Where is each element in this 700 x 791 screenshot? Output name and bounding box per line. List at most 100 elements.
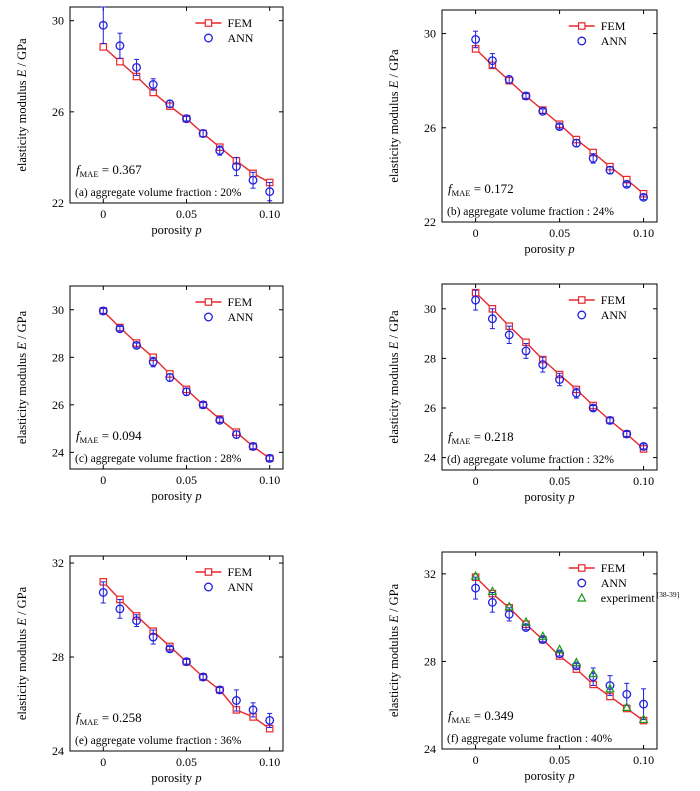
y-tick-label: 26 bbox=[424, 401, 436, 415]
chart-panel: 0 0.05 0.10 22 26 30 porosity p elasticity modu… bbox=[15, 6, 284, 237]
mae-metric: fMAE = 0.094 bbox=[76, 428, 142, 445]
legend-label: FEM bbox=[601, 293, 626, 307]
ann-point bbox=[215, 685, 225, 695]
ann-point bbox=[182, 114, 191, 124]
ann-point bbox=[231, 162, 241, 171]
legend-label: ANN bbox=[601, 308, 627, 322]
ann-point bbox=[639, 441, 649, 451]
legend-marker bbox=[203, 312, 213, 322]
x-tick-label: 0 bbox=[473, 474, 479, 488]
experiment-point bbox=[554, 644, 565, 654]
y-tick-label: 26 bbox=[52, 105, 64, 119]
panel-label: (b) aggregate volume fraction : 24% bbox=[447, 206, 614, 218]
y-axis-label: elasticity modulus E / GPa bbox=[15, 586, 29, 720]
legend-marker bbox=[577, 36, 587, 46]
y-tick-label: 24 bbox=[424, 742, 436, 756]
legend-marker bbox=[204, 298, 213, 306]
fem-point bbox=[116, 57, 124, 66]
ann-point bbox=[148, 80, 158, 89]
y-tick-label: 22 bbox=[52, 196, 64, 210]
legend-label: ANN bbox=[227, 31, 253, 45]
legend-label: FEM bbox=[227, 565, 252, 579]
ann-point bbox=[115, 41, 125, 51]
y-tick-label: 24 bbox=[52, 744, 64, 758]
ann-point bbox=[248, 441, 258, 451]
legend-label: ANN bbox=[227, 310, 253, 324]
ann-point bbox=[622, 429, 632, 439]
x-axis-label: porosity p bbox=[524, 490, 574, 504]
y-tick-label: 24 bbox=[424, 451, 436, 465]
ann-point bbox=[605, 415, 615, 425]
panel-label: (e) aggregate volume fraction : 36% bbox=[75, 735, 242, 747]
y-tick-label: 28 bbox=[424, 654, 436, 668]
ann-point bbox=[622, 179, 632, 189]
y-tick-label: 30 bbox=[52, 14, 64, 28]
x-tick-label: 0 bbox=[100, 473, 106, 487]
ann-point bbox=[521, 346, 531, 356]
y-axis-label: elasticity modulus E / GPa bbox=[15, 38, 29, 172]
ann-point bbox=[571, 138, 581, 148]
ann-point bbox=[521, 91, 531, 101]
ann-point bbox=[115, 324, 125, 334]
legend-marker bbox=[204, 568, 213, 576]
ann-point bbox=[182, 387, 191, 397]
ann-point bbox=[98, 20, 108, 30]
ann-point bbox=[504, 75, 514, 84]
plot-frame bbox=[69, 555, 284, 752]
ann-point bbox=[98, 306, 108, 316]
ann-point bbox=[132, 616, 142, 626]
legend-label: experiment [38-39] bbox=[601, 590, 679, 605]
chart-panel: 0 0.05 0.10 24 28 32 porosity p elasticity modu… bbox=[387, 551, 679, 783]
mae-metric: fMAE = 0.367 bbox=[76, 162, 142, 179]
mae-metric: fMAE = 0.172 bbox=[448, 181, 514, 198]
experiment-point bbox=[571, 657, 582, 667]
ann-point bbox=[231, 696, 241, 705]
ann-point bbox=[165, 99, 175, 109]
ann-point bbox=[98, 587, 108, 597]
y-axis-label: elasticity modulus E / GPa bbox=[387, 49, 401, 183]
legend-label: FEM bbox=[227, 295, 252, 309]
experiment-point bbox=[588, 668, 598, 678]
y-tick-label: 28 bbox=[424, 351, 436, 365]
y-tick-label: 28 bbox=[52, 650, 64, 664]
ann-point bbox=[215, 415, 225, 425]
experiment-point bbox=[470, 570, 481, 580]
y-tick-label: 32 bbox=[52, 556, 64, 570]
legend-label: ANN bbox=[601, 34, 627, 48]
x-tick-label: 0.10 bbox=[633, 226, 654, 240]
panel-label: (f) aggregate volume fraction : 40% bbox=[447, 733, 613, 745]
ann-point bbox=[639, 192, 649, 202]
ann-point bbox=[231, 430, 241, 439]
panel-label: (c) aggregate volume fraction : 28% bbox=[75, 453, 242, 465]
x-axis-label: porosity p bbox=[151, 771, 201, 785]
chart-panel: 0 0.05 0.10 22 26 30 porosity p elasticity modu… bbox=[387, 9, 658, 256]
ann-point bbox=[538, 106, 548, 116]
x-tick-label: 0.10 bbox=[633, 474, 654, 488]
experiment-point bbox=[537, 631, 548, 640]
x-tick-label: 0 bbox=[473, 753, 479, 767]
fem-point bbox=[99, 43, 108, 51]
ann-point bbox=[487, 314, 497, 324]
ann-point bbox=[639, 699, 649, 709]
legend-label: FEM bbox=[601, 561, 626, 575]
x-tick-label: 0.05 bbox=[549, 226, 570, 240]
ann-point bbox=[487, 56, 497, 66]
ann-point bbox=[622, 689, 632, 699]
ann-point bbox=[165, 644, 175, 654]
chart-panel: 0 0.05 0.10 24 28 32 porosity p elasticity modu… bbox=[15, 555, 284, 785]
experiment-point bbox=[638, 714, 649, 724]
legend-marker bbox=[577, 296, 586, 304]
ann-point bbox=[165, 373, 175, 382]
mae-metric: fMAE = 0.258 bbox=[76, 710, 142, 727]
y-tick-label: 22 bbox=[424, 215, 436, 229]
legend-marker bbox=[576, 592, 587, 602]
ann-point bbox=[132, 62, 142, 72]
ann-point bbox=[538, 360, 548, 370]
legend-label: FEM bbox=[227, 16, 252, 30]
y-tick-label: 24 bbox=[52, 445, 64, 459]
y-tick-label: 30 bbox=[52, 303, 64, 317]
fem-series-line bbox=[102, 581, 271, 730]
ann-point bbox=[555, 649, 565, 659]
y-tick-label: 26 bbox=[424, 121, 436, 135]
y-tick-label: 30 bbox=[424, 302, 436, 316]
